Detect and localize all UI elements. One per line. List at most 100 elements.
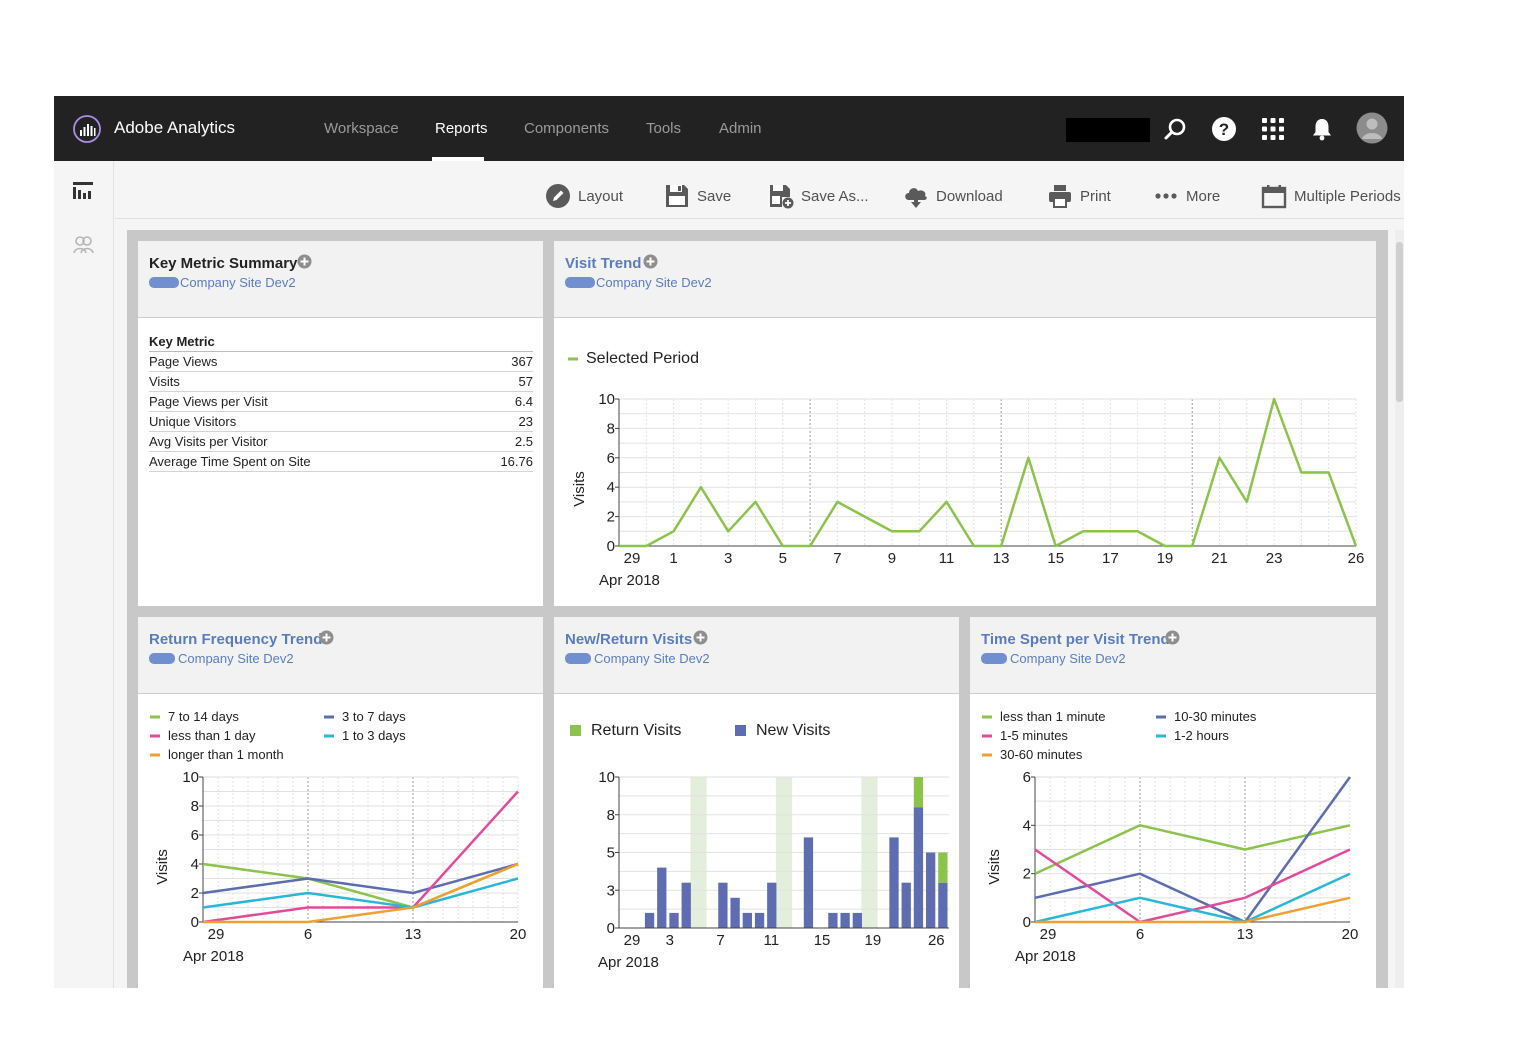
series-line xyxy=(1034,872,1351,924)
notifications-bell-icon[interactable] xyxy=(1309,116,1335,142)
save-button[interactable]: Save xyxy=(664,183,731,209)
nav-tools[interactable]: Tools xyxy=(646,120,682,137)
x-tick-label: 3 xyxy=(666,932,674,949)
report-suite-link[interactable]: Company Site Dev2 xyxy=(565,275,712,290)
add-circle-icon[interactable] xyxy=(297,254,312,269)
bar-new-visits xyxy=(803,837,814,928)
key-metric-table: Key Metric Page Views 367 Visits 57 Page V… xyxy=(149,333,533,472)
legend-label: less than 1 day xyxy=(168,728,256,743)
download-button[interactable]: Download xyxy=(903,183,1003,209)
search-icon[interactable] xyxy=(1162,116,1188,142)
redacted-pill xyxy=(149,653,175,664)
bar-new-visits xyxy=(926,852,936,928)
x-tick-label: 7 xyxy=(716,932,724,949)
panel-title[interactable]: New/Return Visits xyxy=(565,631,693,648)
y-tick-label: 10 xyxy=(182,769,199,786)
y-tick-label: 4 xyxy=(191,856,199,873)
key-metric-summary-panel: Key Metric Summary Company Site Dev2 Key… xyxy=(138,241,543,606)
panel-header: Time Spent per Visit Trend Company Site … xyxy=(970,617,1376,694)
x-date-label: Apr 2018 xyxy=(599,572,660,589)
nav-admin[interactable]: Admin xyxy=(719,120,762,137)
x-date-label: Apr 2018 xyxy=(1015,948,1076,965)
series-line-selected-period xyxy=(619,397,1358,548)
multiple-periods-button[interactable]: Multiple Periods xyxy=(1261,183,1401,209)
save-label: Save xyxy=(697,187,732,205)
metric-name: Average Time Spent on Site xyxy=(149,451,469,472)
y-axis-label: Visits xyxy=(571,471,588,507)
x-tick-label: 20 xyxy=(510,926,527,943)
x-tick-label: 15 xyxy=(814,932,831,949)
panel-title[interactable]: Visit Trend xyxy=(565,255,642,272)
more-button[interactable]: More xyxy=(1153,183,1220,209)
active-nav-indicator xyxy=(432,157,484,161)
metric-name: Unique Visitors xyxy=(149,411,469,432)
download-label: Download xyxy=(936,187,1003,205)
bar-new-visits xyxy=(681,882,691,928)
add-circle-icon[interactable] xyxy=(1165,630,1180,645)
y-tick-label: 10 xyxy=(598,391,615,408)
x-tick-label: 7 xyxy=(833,550,841,567)
redacted-pill xyxy=(149,277,179,288)
dashboard-icon[interactable] xyxy=(72,181,94,201)
panel-title[interactable]: Return Frequency Trend xyxy=(149,631,323,648)
x-tick-label: 11 xyxy=(764,932,780,949)
scrollbar-thumb[interactable] xyxy=(1396,242,1403,402)
bar-new-visits xyxy=(644,912,655,928)
layout-button[interactable]: Layout xyxy=(545,183,623,209)
y-tick-label: 0 xyxy=(191,914,199,931)
table-row: Page Views 367 xyxy=(149,351,533,372)
legend-label: 10-30 minutes xyxy=(1174,709,1257,724)
x-tick-label: 13 xyxy=(993,550,1010,567)
vertical-scrollbar[interactable] xyxy=(1395,230,1404,988)
metric-value: 16.76 xyxy=(468,451,533,472)
users-icon[interactable] xyxy=(72,235,94,255)
legend-swatch xyxy=(570,725,581,736)
printer-icon xyxy=(1049,185,1071,208)
report-suite-name: Company Site Dev2 xyxy=(1010,651,1126,666)
report-suite-link[interactable]: Company Site Dev2 xyxy=(149,651,294,666)
add-circle-icon[interactable] xyxy=(319,630,334,645)
x-tick-label: 6 xyxy=(1136,926,1144,943)
redacted-pill xyxy=(981,653,1007,664)
report-suite-link[interactable]: Company Site Dev2 xyxy=(149,275,296,290)
x-tick-label: 1 xyxy=(669,550,677,567)
x-tick-label: 19 xyxy=(865,932,882,949)
series-line xyxy=(202,862,519,895)
y-tick-label: 10 xyxy=(598,769,615,786)
cloud-download-icon xyxy=(905,188,927,208)
legend-label: Return Visits xyxy=(591,722,681,739)
return-frequency-trend-panel: Return Frequency Trend Company Site Dev2… xyxy=(138,617,543,988)
x-tick-label: 13 xyxy=(1237,926,1254,943)
add-circle-icon[interactable] xyxy=(693,630,708,645)
apps-grid-icon[interactable] xyxy=(1260,116,1286,142)
left-sidebar xyxy=(54,161,114,988)
nav-workspace[interactable]: Workspace xyxy=(324,120,399,137)
y-tick-label: 0 xyxy=(607,920,615,937)
multiple-periods-label: Multiple Periods xyxy=(1294,187,1401,205)
bar-new-visits xyxy=(669,912,679,928)
x-tick-label: 17 xyxy=(1102,550,1119,567)
metric-name: Avg Visits per Visitor xyxy=(149,431,469,452)
redacted-company-selector[interactable] xyxy=(1066,118,1150,142)
table-row: Unique Visitors 23 xyxy=(149,411,533,432)
panel-title[interactable]: Time Spent per Visit Trend xyxy=(981,631,1170,648)
return-frequency-chart: 7 to 14 days 3 to 7 days less than 1 day 1 … xyxy=(150,709,527,965)
print-label: Print xyxy=(1080,187,1111,205)
time-spent-chart: less than 1 minute 10-30 minutes 1-5 minut… xyxy=(982,709,1359,965)
x-tick-label: 29 xyxy=(624,550,641,567)
report-suite-link[interactable]: Company Site Dev2 xyxy=(981,651,1126,666)
x-tick-label: 13 xyxy=(405,926,422,943)
help-icon[interactable]: ? xyxy=(1211,116,1237,142)
y-tick-label: 6 xyxy=(1023,769,1031,786)
print-button[interactable]: Print xyxy=(1047,183,1111,209)
save-as-icon xyxy=(770,185,794,209)
adobe-analytics-logo-icon[interactable] xyxy=(72,114,102,144)
add-circle-icon[interactable] xyxy=(643,254,658,269)
metric-value: 2.5 xyxy=(468,431,533,452)
x-tick-label: 20 xyxy=(1342,926,1359,943)
save-as-button[interactable]: Save As... xyxy=(768,183,869,209)
nav-components[interactable]: Components xyxy=(524,120,610,137)
report-suite-link[interactable]: Company Site Dev2 xyxy=(565,651,710,666)
nav-reports[interactable]: Reports xyxy=(435,120,488,137)
user-avatar[interactable] xyxy=(1356,112,1388,144)
